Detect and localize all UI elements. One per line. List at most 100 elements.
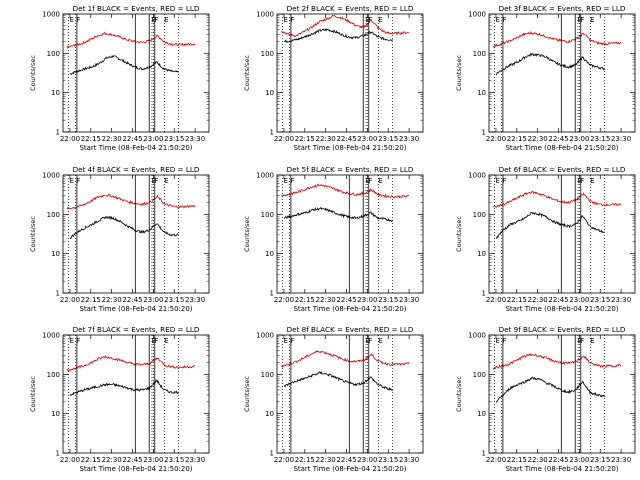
y-tick-label: 10 — [265, 410, 274, 418]
y-tick-label: 100 — [261, 50, 274, 58]
event-mark-label: E — [578, 16, 582, 24]
x-tick-label: 22:30 — [528, 296, 548, 304]
event-mark-label: F — [154, 177, 158, 185]
y-tick-label: 10 — [51, 89, 60, 97]
x-tick-label: 22:30 — [316, 135, 336, 143]
y-tick-label: 10 — [477, 410, 486, 418]
events-series-line — [495, 376, 605, 403]
x-tick-label: 23:15 — [378, 135, 398, 143]
events-series-line — [69, 54, 179, 76]
event-mark-label: E — [590, 337, 594, 345]
x-tick-label: 22:30 — [102, 135, 122, 143]
x-tick-label: 22:45 — [548, 296, 568, 304]
events-series-line — [283, 28, 393, 44]
x-tick-label: 22:00 — [274, 456, 294, 464]
event-mark-label: E — [590, 177, 594, 185]
x-tick-label: 23:00 — [143, 296, 163, 304]
event-mark-label: E — [284, 16, 288, 24]
x-tick-label: 23:15 — [164, 135, 184, 143]
y-axis-label: Counts/sec — [29, 55, 37, 91]
y-axis-label: Counts/sec — [29, 376, 37, 412]
y-tick-label: 1000 — [468, 172, 486, 180]
chart-panel-6: Det 6f BLACK = Events, RED = LLD Counts/s… — [455, 165, 636, 313]
chart-title: Det 3f BLACK = Events, RED = LLD — [499, 4, 626, 13]
x-tick-label: 22:45 — [122, 456, 142, 464]
y-axis-label: Counts/sec — [243, 376, 251, 412]
x-tick-label: 22:30 — [316, 456, 336, 464]
x-axis-label: Start Time (08-Feb-04 21:50:20) — [505, 305, 618, 313]
x-tick-label: 22:15 — [507, 296, 527, 304]
x-tick-label: 22:15 — [81, 296, 101, 304]
y-tick-label: 10 — [477, 250, 486, 258]
y-tick-label: 1 — [270, 450, 274, 458]
y-tick-label: 1 — [270, 290, 274, 298]
event-mark-label: F — [154, 337, 158, 345]
event-mark-label: E — [496, 337, 500, 345]
x-tick-label: 22:45 — [122, 296, 142, 304]
event-mark-label: E — [366, 177, 370, 185]
event-mark-label: F — [154, 16, 158, 24]
x-tick-label: 22:45 — [548, 135, 568, 143]
events-series-line — [283, 206, 393, 223]
y-tick-label: 1000 — [42, 11, 60, 19]
event-mark-label: E — [366, 16, 370, 24]
x-tick-label: 22:30 — [528, 135, 548, 143]
plot-frame — [488, 174, 636, 294]
event-mark-label: F — [77, 16, 81, 24]
lld-series-line — [66, 31, 196, 49]
y-tick-label: 1000 — [468, 332, 486, 340]
y-axis-label: Counts/sec — [29, 216, 37, 252]
chart-panel-4: Det 4f BLACK = Events, RED = LLD Counts/s… — [29, 165, 210, 313]
lld-series-line — [281, 183, 410, 199]
y-tick-label: 1000 — [42, 332, 60, 340]
y-tick-label: 10 — [265, 89, 274, 97]
x-axis-label: Start Time (08-Feb-04 21:50:20) — [293, 465, 406, 473]
events-series-line — [495, 211, 605, 239]
x-tick-label: 22:45 — [336, 135, 356, 143]
event-mark-label: F — [368, 177, 372, 185]
events-series-line — [495, 52, 605, 76]
x-tick-label: 22:15 — [295, 456, 315, 464]
chart-title: Det 7f BLACK = Events, RED = LLD — [73, 325, 200, 334]
x-tick-label: 22:00 — [60, 135, 80, 143]
x-tick-label: 23:30 — [611, 135, 631, 143]
event-mark-label: E — [496, 177, 500, 185]
chart-panel-5: Det 5f BLACK = Events, RED = LLD Counts/s… — [243, 165, 424, 313]
event-mark-label: E — [164, 16, 168, 24]
y-axis-label: Counts/sec — [455, 376, 463, 412]
x-axis-label: Start Time (08-Feb-04 21:50:20) — [293, 144, 406, 152]
x-tick-label: 22:45 — [548, 456, 568, 464]
y-tick-label: 100 — [473, 211, 486, 219]
y-axis-label: Counts/sec — [455, 216, 463, 252]
chart-title: Det 6f BLACK = Events, RED = LLD — [499, 165, 626, 174]
y-tick-label: 1 — [56, 450, 60, 458]
y-tick-label: 10 — [51, 250, 60, 258]
chart-title: Det 9f BLACK = Events, RED = LLD — [499, 325, 626, 334]
x-tick-label: 23:15 — [378, 456, 398, 464]
chart-panel-2: Det 2f BLACK = Events, RED = LLD Counts/s… — [243, 4, 424, 152]
event-mark-label: E — [578, 177, 582, 185]
event-mark-label: F — [580, 16, 584, 24]
lld-series-line — [281, 349, 410, 368]
event-mark-label: E — [496, 16, 500, 24]
event-mark-label: E — [70, 177, 74, 185]
y-tick-label: 10 — [51, 410, 60, 418]
x-tick-label: 22:15 — [295, 135, 315, 143]
event-mark-label: F — [291, 16, 295, 24]
y-tick-label: 1000 — [468, 11, 486, 19]
event-mark-label: E — [152, 177, 156, 185]
plot-frame — [276, 334, 424, 454]
chart-title: Det 8f BLACK = Events, RED = LLD — [287, 325, 414, 334]
y-tick-label: 1 — [482, 129, 486, 137]
chart-panel-8: Det 8f BLACK = Events, RED = LLD Counts/s… — [243, 325, 424, 473]
y-tick-label: 100 — [261, 371, 274, 379]
event-mark-label: E — [284, 177, 288, 185]
x-axis-label: Start Time (08-Feb-04 21:50:20) — [505, 465, 618, 473]
x-tick-label: 22:15 — [507, 135, 527, 143]
x-tick-label: 23:00 — [569, 296, 589, 304]
event-mark-label: E — [378, 16, 382, 24]
event-mark-label: F — [291, 337, 295, 345]
event-mark-label: E — [164, 177, 168, 185]
event-mark-label: E — [366, 337, 370, 345]
